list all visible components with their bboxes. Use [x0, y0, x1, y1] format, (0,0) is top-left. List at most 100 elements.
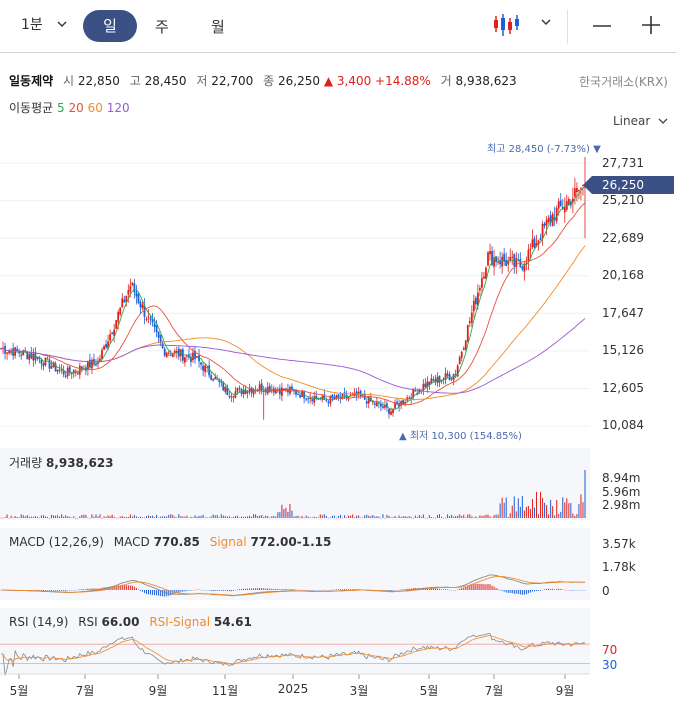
- price-candle-body: [139, 301, 142, 308]
- macd-histogram-bar: [311, 590, 313, 591]
- macd-axis-label: 0: [602, 584, 610, 598]
- price-candle-body: [107, 341, 110, 349]
- volume-bar: [160, 516, 162, 518]
- volume-bar: [184, 516, 186, 518]
- volume-bar: [388, 515, 390, 518]
- macd-histogram-bar: [570, 590, 572, 591]
- price-candle-body: [202, 365, 204, 371]
- macd-histogram-bar: [538, 590, 540, 591]
- macd-histogram-bar: [230, 590, 232, 592]
- price-candle-body: [137, 294, 140, 303]
- macd-histogram-bar: [141, 590, 143, 592]
- price-axis-label: 12,605: [602, 381, 644, 395]
- volume-bar: [556, 499, 558, 518]
- period-selector[interactable]: 1분: [21, 17, 43, 33]
- volume-bar: [202, 514, 204, 518]
- ma-60-line: [0, 245, 586, 400]
- volume-bar: [267, 516, 269, 518]
- volume-bar: [228, 516, 230, 518]
- volume-bar: [337, 515, 339, 518]
- macd-histogram-bar: [216, 590, 218, 591]
- zoom-out-icon[interactable]: [591, 16, 613, 36]
- chevron-down-icon[interactable]: [540, 17, 552, 27]
- price-candle-body: [559, 200, 562, 206]
- volume-bar: [87, 517, 89, 519]
- close-label: 종: [263, 74, 275, 88]
- volume-bar: [548, 514, 550, 518]
- volume-bar: [61, 514, 63, 518]
- price-candle-body: [206, 366, 209, 368]
- volume-bar: [529, 508, 531, 518]
- tab-day[interactable]: 일: [83, 10, 137, 42]
- volume-axis-label: 5.96m: [602, 485, 641, 499]
- price-candle-body: [337, 394, 340, 398]
- volume-bar: [214, 515, 216, 518]
- price-candle-body: [119, 307, 122, 315]
- volume-bar: [220, 514, 222, 518]
- volume-bar: [156, 514, 158, 518]
- volume-bar: [32, 516, 34, 518]
- volume-bar: [36, 516, 38, 518]
- macd-histogram-bar: [263, 588, 265, 590]
- price-candle-body: [125, 295, 128, 303]
- x-axis-label: 3월: [349, 684, 369, 698]
- price-candle-body: [513, 254, 516, 267]
- price-candle-body: [311, 399, 314, 401]
- macd-histogram-bar: [489, 584, 491, 590]
- candlestick-chart-type-icon[interactable]: [492, 12, 522, 38]
- price-candle-body: [442, 378, 445, 380]
- price-candle-body: [295, 390, 297, 395]
- price-axis-label: 27,731: [602, 156, 644, 170]
- price-candle-body: [220, 381, 223, 383]
- volume-bar: [412, 517, 414, 519]
- tab-week[interactable]: 주: [155, 18, 169, 36]
- price-candle-body: [569, 201, 572, 206]
- price-candle-body: [436, 376, 439, 383]
- volume-bar: [73, 516, 75, 518]
- volume-bar: [198, 515, 200, 518]
- price-candle-body: [183, 357, 186, 363]
- price-candle-body: [111, 332, 114, 334]
- volume-bar: [368, 515, 370, 518]
- change-value: ▲ 3,400 +14.88%: [323, 74, 431, 88]
- chevron-down-icon[interactable]: [57, 19, 67, 29]
- rsi-title: RSI (14,9): [9, 615, 69, 629]
- price-candle-body: [309, 397, 312, 399]
- price-candle-body: [327, 402, 330, 404]
- macd-histogram-bar: [386, 590, 388, 591]
- price-candle-body: [365, 401, 368, 404]
- tab-month[interactable]: 월: [211, 18, 225, 36]
- price-candle-body: [224, 386, 227, 392]
- macd-histogram-bar: [44, 590, 46, 591]
- volume-bar: [121, 516, 123, 518]
- volume-bar: [6, 514, 8, 518]
- volume-bar: [269, 517, 271, 519]
- price-candle-body: [555, 207, 558, 222]
- scale-selector[interactable]: Linear: [613, 114, 668, 128]
- macd-histogram-bar: [400, 589, 402, 590]
- volume-bar: [481, 515, 483, 518]
- moving-average-legend[interactable]: 이동평균 5 20 60 120: [9, 99, 130, 116]
- price-candle-body: [165, 352, 168, 358]
- macd-histogram-bar: [558, 588, 560, 590]
- volume-bar: [273, 516, 275, 518]
- macd-histogram-bar: [224, 590, 226, 591]
- macd-histogram-bar: [42, 590, 44, 592]
- volume-bar: [222, 515, 224, 518]
- volume-bar: [83, 514, 85, 518]
- macd-histogram-bar: [271, 588, 273, 590]
- macd-histogram-bar: [471, 584, 473, 590]
- macd-histogram-bar: [503, 590, 505, 592]
- volume-bar: [200, 515, 202, 518]
- zoom-in-icon[interactable]: [640, 14, 662, 36]
- volume-bar: [148, 515, 150, 518]
- volume-bar: [117, 517, 119, 519]
- macd-histogram-bar: [212, 590, 214, 592]
- macd-histogram-bar: [267, 588, 269, 590]
- volume-bar: [174, 516, 176, 518]
- volume-bar: [358, 515, 360, 518]
- volume-bar: [238, 517, 240, 518]
- volume-bar: [317, 517, 319, 519]
- exchange-label: 한국거래소(KRX): [579, 75, 668, 89]
